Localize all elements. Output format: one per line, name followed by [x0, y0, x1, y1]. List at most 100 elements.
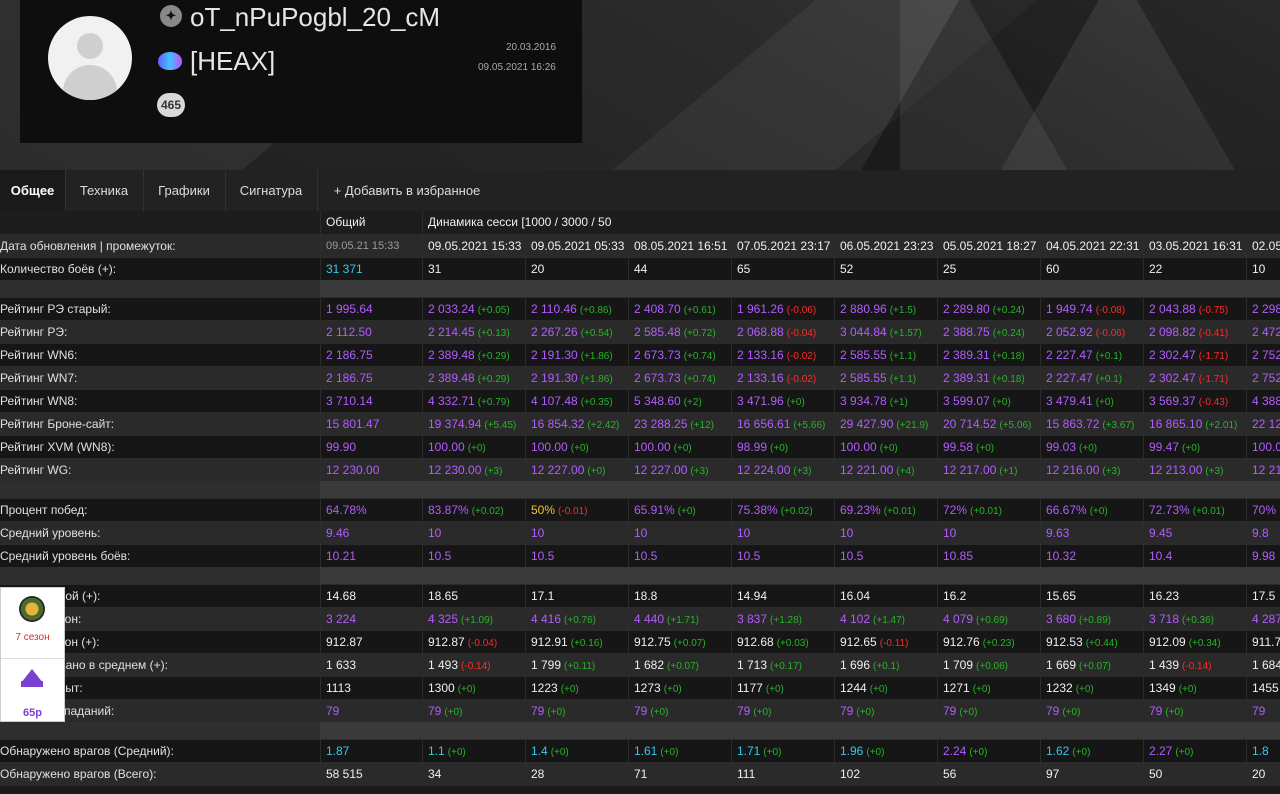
value-cell: 10.5 [731, 545, 834, 568]
table-header-row: Общий Динамика сесси [1000 / 3000 / 50 [0, 211, 1280, 234]
add-favorite-button[interactable]: + Добавить в избранное [333, 183, 481, 198]
delta-value: (+0) [992, 397, 1011, 408]
value-cell: 3 837 (+1.28) [731, 608, 834, 631]
date-cell: 08.05.2021 16:51 [628, 235, 731, 258]
value-cell: 83.87% (+0.02) [422, 499, 525, 522]
value: 20 714.52 [943, 417, 997, 431]
value: 2 191.30 [531, 371, 578, 385]
value-cell: 2 302.47 (-1.71) [1143, 367, 1246, 390]
value: 2 068.88 [737, 325, 784, 339]
profile-card: ✦ oT_nPuPogbl_20_cM [HEAX] 465 20.03.201… [20, 0, 582, 143]
value: 3 569.37 [1149, 394, 1196, 408]
value: 18.8 [634, 589, 658, 603]
value: 1.4 [531, 744, 548, 758]
value: 4 440 [634, 612, 665, 626]
value: 4 107.48 [531, 394, 578, 408]
tab-general[interactable]: Общее [0, 170, 66, 211]
value: 23 288.25 [634, 417, 688, 431]
delta-value: (+0.44) [1085, 638, 1118, 649]
value: 10 [531, 526, 545, 540]
value-cell: 10 [731, 522, 834, 545]
tab-charts[interactable]: Графики [143, 170, 226, 211]
value-cell: 2 585.55 (+1.1) [834, 367, 937, 390]
value-cell: 10 [422, 522, 525, 545]
delta-value: (+0.35) [580, 397, 613, 408]
delta-value: (-0.14) [1182, 661, 1212, 672]
delta-value: (+0.23) [982, 638, 1015, 649]
value: 2 752 [1252, 348, 1280, 362]
value-cell: 79 (+0) [1143, 700, 1246, 723]
season-promo[interactable]: 7 сезон [1, 588, 64, 658]
value-cell: 16.04 [834, 585, 937, 608]
season-label: 7 сезон [15, 632, 50, 643]
table-row: Обнаружено врагов (Всего): 58 515 34 28 71 11… [0, 762, 1280, 786]
value: 3 934.78 [840, 394, 887, 408]
value: 2 043.88 [1149, 302, 1196, 316]
value: 52 [840, 262, 854, 276]
value-cell: 1455 [1246, 677, 1280, 700]
delta-value: (+0) [650, 707, 669, 718]
value: 17.5 [1252, 589, 1276, 603]
delta-value: (+5.45) [484, 420, 517, 431]
value-cell: 79 (+0) [525, 700, 628, 723]
value: 2 585.55 [840, 348, 887, 362]
value-cell: 9.63 [1040, 522, 1143, 545]
value: 98.99 [737, 440, 768, 454]
row-label: Количество боёв (+): [0, 262, 117, 276]
section-divider [0, 280, 1280, 297]
clan-logo-icon[interactable] [158, 52, 182, 70]
clan-tag[interactable]: [HEAX] [190, 46, 276, 76]
premium-promo[interactable]: 65р [1, 658, 64, 722]
value: 10 [840, 526, 854, 540]
delta-value: (-1.71) [1198, 351, 1229, 362]
delta-value: (+0.74) [683, 374, 716, 385]
delta-value: (+3) [690, 466, 709, 477]
value: 97 [1046, 767, 1060, 781]
delta-value: (+0) [753, 707, 772, 718]
section-divider [0, 481, 1280, 498]
value-cell: 23 288.25 (+12) [628, 413, 731, 436]
value-cell: 10.85 [937, 545, 1040, 568]
value: 3 224 [326, 612, 357, 626]
value-cell: 97 [1040, 763, 1143, 786]
value-cell: 1113 [320, 677, 422, 700]
value-cell: 79 (+0) [422, 700, 525, 723]
column-header-overall: Общий [320, 211, 422, 234]
value-cell: 1271 (+0) [937, 677, 1040, 700]
value: 912.87 [326, 635, 363, 649]
delta-value: (+0.18) [992, 351, 1025, 362]
delta-value: (+0) [869, 684, 888, 695]
value-cell: 1232 (+0) [1040, 677, 1143, 700]
delta-value: (+4) [896, 466, 915, 477]
value: 1177 [737, 681, 763, 695]
promo-widget[interactable]: 7 сезон 65р [0, 587, 65, 722]
delta-value: (-0.08) [1095, 305, 1126, 316]
value: 10.21 [326, 549, 357, 563]
value-cell: 79 [320, 700, 422, 723]
value: 10.5 [737, 549, 761, 563]
table-row: Количество боёв (+): 31 371 31 20 44 65 52 25 60… [0, 257, 1280, 281]
avatar[interactable] [48, 16, 132, 100]
delta-value: (+0.13) [477, 328, 510, 339]
value: 99.03 [1046, 440, 1077, 454]
table-row: Фрагов за бой (+):14.6818.6517.118.814.9… [0, 584, 1280, 608]
value-cell: 2 033.24 (+0.05) [422, 298, 525, 321]
row-label: Обнаружено врагов (Средний): [0, 744, 174, 758]
value: 2 133.16 [737, 371, 784, 385]
value-cell: 4 079 (+0.69) [937, 608, 1040, 631]
delta-value: (+0.72) [683, 328, 716, 339]
value: 3 837 [737, 612, 768, 626]
tab-vehicles[interactable]: Техника [65, 170, 144, 211]
tab-signature[interactable]: Сигнатура [225, 170, 318, 211]
value: 4 416 [531, 612, 562, 626]
row-label: Рейтинг РЭ: [0, 325, 68, 339]
value: 31 371 [326, 262, 363, 276]
value-cell: 18.65 [422, 585, 525, 608]
value-cell: 2 289.80 (+0.24) [937, 298, 1040, 321]
value: 2 408.70 [634, 302, 681, 316]
value-cell: 2 585.48 (+0.72) [628, 321, 731, 344]
value-cell: 2 389.31 (+0.18) [937, 344, 1040, 367]
delta-value: (+0.11) [564, 661, 596, 672]
delta-value: (+0.24) [992, 305, 1025, 316]
delta-value: (+0.1) [873, 661, 900, 672]
